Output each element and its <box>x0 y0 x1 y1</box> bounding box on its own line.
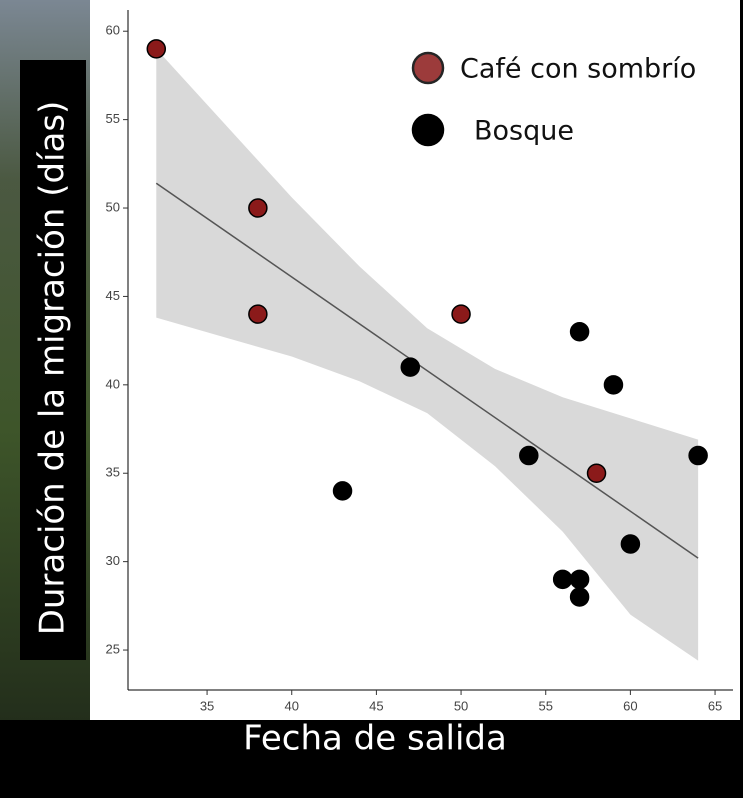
y-tick-label: 50 <box>106 199 120 214</box>
x-axis-label: Fecha de salida <box>243 719 507 759</box>
y-tick-label: 30 <box>106 553 120 568</box>
point <box>620 534 641 554</box>
ylabel-box <box>20 60 86 660</box>
x-tick-label: 65 <box>708 698 722 713</box>
legend-label: Café con sombrío <box>460 54 696 85</box>
confidence-band <box>156 48 699 661</box>
point <box>248 198 268 218</box>
x-tick-label: 35 <box>200 698 214 713</box>
plot: 35 40 45 50 55 60 65 25 30 35 40 45 50 55 60 Café con s… <box>106 10 733 713</box>
legend-label: Bosque <box>474 116 574 147</box>
point <box>519 445 539 466</box>
point <box>248 304 268 324</box>
y-tick-label: 35 <box>106 465 120 480</box>
x-tick-label: 45 <box>369 698 383 713</box>
point <box>688 445 708 466</box>
x-tick-label: 55 <box>538 698 552 713</box>
y-tick-label: 25 <box>106 641 120 656</box>
point <box>552 569 573 590</box>
x-tick-label: 50 <box>454 698 468 713</box>
fit-line <box>155 182 699 559</box>
point <box>400 357 421 377</box>
point <box>146 39 167 59</box>
point <box>332 481 353 501</box>
y-tick-label: 45 <box>106 288 120 303</box>
point <box>569 322 590 342</box>
y-tick-label: 60 <box>106 23 120 38</box>
point <box>586 463 607 483</box>
point <box>569 587 590 607</box>
y-tick-label: 40 <box>106 376 120 391</box>
y-tick-label: 55 <box>106 111 120 126</box>
legend-swatch <box>411 51 445 85</box>
y-axis-label: Duración de la migración (días) <box>33 101 73 636</box>
x-tick-label: 40 <box>285 698 299 713</box>
point <box>451 304 471 324</box>
point <box>603 375 624 395</box>
legend-swatch <box>411 113 445 147</box>
point <box>569 569 590 590</box>
x-tick-label: 60 <box>623 698 637 713</box>
